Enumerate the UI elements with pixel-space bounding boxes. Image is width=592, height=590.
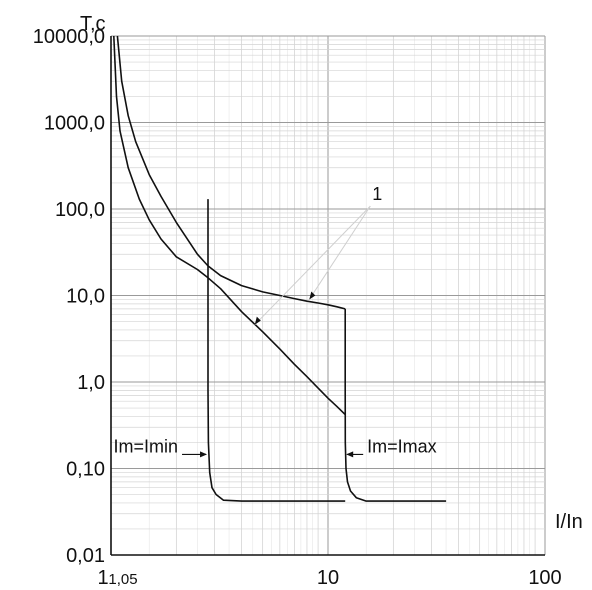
annotation-arrowhead-max xyxy=(346,451,354,458)
y-tick-label: 0,01 xyxy=(66,545,105,567)
annotation-arrowhead-min xyxy=(200,451,208,458)
series-line-3 xyxy=(207,199,346,502)
y-axis-label: T,c xyxy=(80,13,106,35)
x-tick-label: 1 xyxy=(97,567,108,589)
series-line-1 xyxy=(113,35,346,416)
y-tick-label: 1000,0 xyxy=(44,113,105,135)
y-tick-label: 10000,0 xyxy=(33,26,105,48)
x-tick-label: 1,05 xyxy=(108,571,137,588)
series-line-2 xyxy=(116,35,346,310)
y-tick-label: 0,10 xyxy=(66,459,105,481)
x-axis-label: I/In xyxy=(555,511,583,533)
annotation-im-min: Im=Imin xyxy=(114,436,179,456)
leader-line-upper xyxy=(308,205,371,300)
y-tick-label: 100,0 xyxy=(55,199,105,221)
leader-line-lower xyxy=(254,205,371,326)
x-tick-label: 100 xyxy=(528,567,561,589)
axes xyxy=(110,36,545,556)
annotation-im-max: Im=Imax xyxy=(367,436,437,456)
annotation-curve-1: 1 xyxy=(372,184,382,204)
leader-tick-upper xyxy=(309,291,316,300)
annotations-group: Im=Imin Im=Imax 1 xyxy=(114,184,437,458)
series-line-4 xyxy=(344,308,447,502)
leader-tick-lower xyxy=(254,316,261,325)
x-tick-label: 10 xyxy=(317,567,339,589)
y-tick-label: 10,0 xyxy=(66,286,105,308)
series-group xyxy=(113,35,447,502)
y-tick-label: 1,0 xyxy=(77,372,105,394)
grid xyxy=(110,35,546,556)
